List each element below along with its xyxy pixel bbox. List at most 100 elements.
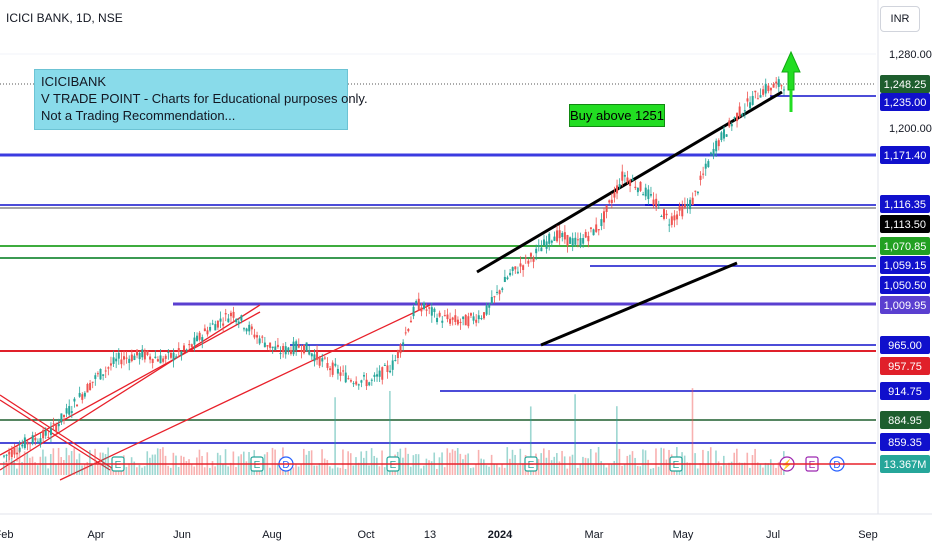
candle-body [76, 404, 79, 407]
candle-body [498, 290, 501, 295]
volume-bar [136, 467, 138, 475]
note-line-3: Not a Trading Recommendation... [41, 108, 236, 123]
price-badge-label: 965.00 [888, 340, 922, 352]
volume-bar [704, 463, 707, 475]
volume-bar [334, 397, 336, 475]
candle-body [720, 132, 723, 141]
volume-bar [777, 462, 780, 475]
candle-body [188, 344, 191, 346]
volume-bar [769, 459, 772, 475]
candle-body [454, 315, 457, 322]
candle-body [751, 95, 754, 105]
candle-body [529, 253, 532, 257]
candle-body [253, 334, 256, 338]
candle-body [133, 355, 136, 360]
volume-bar [592, 464, 595, 475]
currency-selector[interactable]: INR [880, 6, 920, 32]
candle-body [156, 359, 159, 362]
volume-bar [10, 458, 13, 475]
candle-body [553, 236, 556, 241]
candle-body [709, 152, 712, 155]
volume-bar [425, 458, 428, 475]
volume-bar [16, 468, 18, 475]
candle-body [256, 335, 259, 338]
candle-body [99, 368, 102, 380]
candle-body [235, 319, 238, 323]
candle-body [162, 358, 165, 362]
volume-bar [639, 466, 642, 475]
candle-body [271, 346, 274, 349]
volume-bar [660, 447, 662, 475]
volume-bar [224, 449, 227, 475]
candle-body [469, 313, 472, 316]
volume-bar [712, 464, 715, 475]
volume-bar [543, 448, 545, 475]
x-tick-label: Sep [858, 529, 878, 541]
volume-bar [31, 456, 34, 475]
candle-body [503, 276, 506, 283]
volume-bar [347, 451, 349, 475]
candle-body [597, 229, 600, 231]
candle-body [686, 204, 689, 207]
candle-body [464, 314, 467, 326]
candle-body [532, 257, 535, 262]
candle-body [459, 321, 462, 323]
candle-body [305, 342, 308, 352]
volume-bar [352, 465, 355, 475]
volume-bar [378, 466, 381, 475]
candle-body [344, 372, 347, 383]
volume-bar [295, 464, 297, 475]
volume-bar [503, 467, 506, 475]
candle-body [138, 352, 141, 360]
candle-body [39, 438, 42, 443]
volume-bar [229, 462, 232, 475]
candle-body [626, 177, 629, 183]
candle-body [519, 263, 522, 267]
candle-body [250, 326, 253, 330]
candle-body [391, 360, 394, 370]
volume-bar [326, 459, 329, 475]
candle-body [279, 352, 282, 355]
x-tick-label: Apr [87, 529, 104, 541]
volume-bar [269, 467, 271, 475]
candle-body [8, 452, 11, 455]
volume-bar [749, 467, 751, 475]
volume-bar [183, 456, 185, 475]
volume-bar [558, 461, 561, 475]
candle-body [245, 328, 248, 332]
candle-body [728, 120, 731, 127]
candle-body [258, 338, 261, 344]
volume-bar [222, 464, 224, 475]
volume-bar [321, 449, 323, 475]
candle-body [467, 316, 470, 327]
price-badge [880, 382, 930, 400]
volume-bar [616, 406, 618, 475]
candle-body [219, 318, 222, 322]
volume-bar [355, 457, 357, 475]
candle-body [172, 352, 175, 361]
price-badge-label: 1,009.95 [884, 300, 927, 312]
candle-body [754, 90, 757, 93]
volume-bar [597, 447, 600, 475]
candle-body [154, 356, 157, 358]
price-badge [880, 256, 930, 274]
candle-body [571, 238, 574, 246]
candle-body [42, 430, 45, 439]
price-badge [880, 237, 930, 255]
volume-bar [579, 464, 582, 475]
candle-body [70, 411, 73, 413]
candle-body [196, 335, 199, 342]
volume-bar [548, 450, 550, 475]
volume-bar [73, 448, 76, 475]
candle-body [73, 398, 76, 402]
candle-body [36, 441, 39, 443]
price-badge [880, 433, 930, 451]
candle-body [574, 237, 577, 245]
candle-body [313, 354, 316, 362]
volume-bar [490, 454, 493, 475]
candle-body [120, 359, 123, 365]
volume-bar [130, 457, 133, 475]
candle-body [282, 346, 285, 352]
candle-body [65, 408, 68, 414]
